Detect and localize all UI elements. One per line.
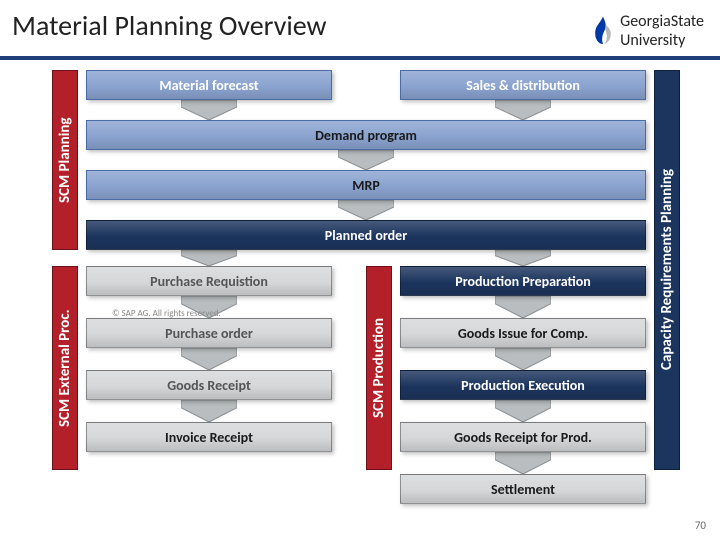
flow-connector (338, 200, 394, 220)
vbar-scm-production: SCM Production (366, 266, 392, 470)
diagram-canvas: SCM Planning SCM External Proc. SCM Produc… (52, 70, 680, 496)
box-invoice-receipt: Invoice Receipt (86, 422, 332, 452)
box-settlement: Settlement (400, 474, 646, 504)
slide-header: Material Planning Overview GeorgiaState … (0, 0, 720, 60)
flow-connector (181, 250, 237, 266)
box-purchase-requisition: Purchase Requistion (86, 266, 332, 296)
box-material-forecast: Material forecast (86, 70, 332, 100)
box-sales-distribution: Sales & distribution (400, 70, 646, 100)
vbar-scm-planning: SCM Planning (52, 70, 78, 250)
flow-connector (495, 100, 551, 120)
flow-connector (181, 400, 237, 422)
box-purchase-order: Purchase order (86, 318, 332, 348)
page-title: Material Planning Overview (12, 8, 327, 43)
flow-connector (495, 452, 551, 474)
box-mrp: MRP (86, 170, 646, 200)
box-demand-program: Demand program (86, 120, 646, 150)
flow-connector (181, 100, 237, 120)
box-goods-receipt-prod: Goods Receipt for Prod. (400, 422, 646, 452)
box-goods-receipt: Goods Receipt (86, 370, 332, 400)
page-number: 70 (695, 519, 706, 532)
flow-connector (495, 348, 551, 370)
box-production-prep: Production Preparation (400, 266, 646, 296)
flow-connector (495, 296, 551, 318)
logo-line2: University (620, 31, 704, 50)
copyright-text: © SAP AG. All rights reserved. (112, 308, 221, 319)
flow-connector (495, 250, 551, 266)
flow-connector (338, 150, 394, 170)
flame-icon (590, 15, 616, 47)
logo-text: GeorgiaState University (620, 12, 704, 50)
box-production-exec: Production Execution (400, 370, 646, 400)
flow-connector (495, 400, 551, 422)
box-goods-issue-comp: Goods Issue for Comp. (400, 318, 646, 348)
vbar-scm-ext-proc: SCM External Proc. (52, 266, 78, 470)
vbar-cap-req-plan: Capacity Requirements Planning (654, 70, 680, 470)
box-planned-order: Planned order (86, 220, 646, 250)
gsu-logo: GeorgiaState University (590, 8, 704, 50)
flow-connector (181, 348, 237, 370)
logo-line1: GeorgiaState (620, 12, 704, 31)
